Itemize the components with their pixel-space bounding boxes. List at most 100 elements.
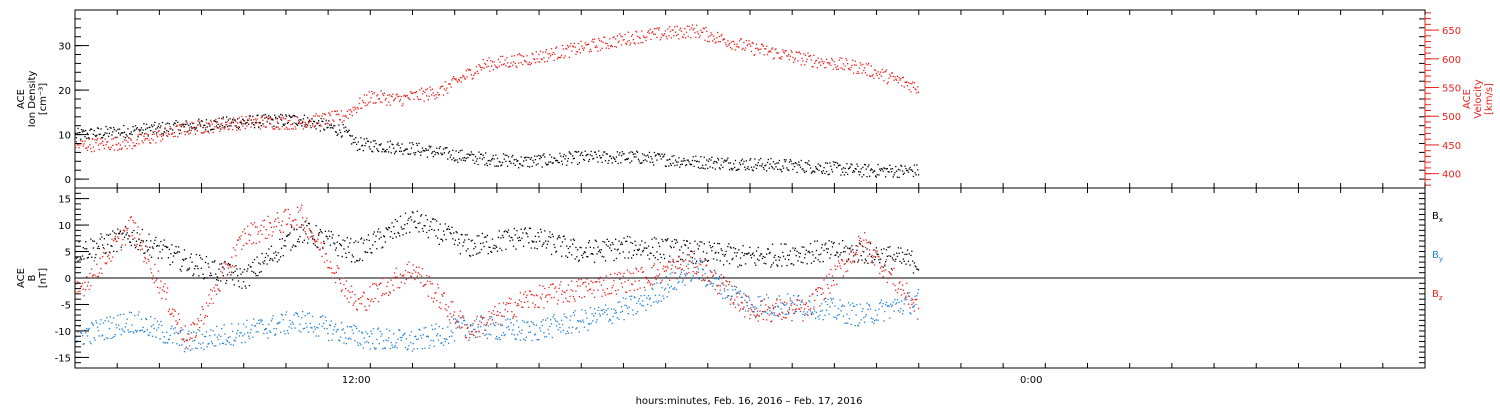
data-point bbox=[108, 148, 111, 150]
data-point bbox=[274, 257, 276, 259]
data-point bbox=[210, 272, 212, 274]
data-point bbox=[112, 230, 114, 232]
data-point bbox=[667, 159, 669, 161]
data-point bbox=[270, 226, 273, 228]
data-point bbox=[241, 115, 243, 118]
data-point bbox=[280, 256, 282, 258]
data-point bbox=[167, 338, 170, 341]
data-point bbox=[568, 301, 570, 303]
data-point bbox=[642, 153, 644, 155]
data-point bbox=[357, 108, 359, 110]
data-point bbox=[177, 251, 179, 253]
data-point bbox=[851, 245, 853, 247]
data-point bbox=[194, 323, 196, 326]
data-point bbox=[804, 64, 806, 66]
data-point bbox=[235, 255, 237, 257]
data-point bbox=[582, 252, 585, 255]
data-point bbox=[610, 249, 613, 252]
data-point bbox=[215, 120, 217, 123]
data-point bbox=[569, 45, 571, 47]
data-point bbox=[873, 255, 875, 258]
data-point bbox=[188, 339, 191, 341]
data-point bbox=[174, 327, 176, 329]
data-point bbox=[670, 164, 672, 166]
data-point bbox=[372, 301, 375, 303]
data-point bbox=[435, 94, 437, 96]
data-point bbox=[811, 311, 813, 313]
data-point bbox=[469, 333, 471, 335]
series-2-3 bbox=[75, 204, 920, 350]
data-point bbox=[431, 151, 434, 153]
data-point bbox=[247, 225, 249, 227]
data-point bbox=[123, 230, 126, 232]
data-point bbox=[414, 91, 416, 94]
data-point bbox=[231, 264, 234, 267]
data-point bbox=[376, 248, 378, 250]
data-point bbox=[570, 42, 572, 45]
data-point bbox=[296, 206, 299, 208]
data-point bbox=[507, 156, 510, 158]
data-point bbox=[825, 309, 828, 311]
data-point bbox=[480, 242, 482, 245]
data-point bbox=[446, 147, 448, 149]
data-point bbox=[292, 114, 294, 117]
data-point bbox=[749, 299, 751, 301]
data-point bbox=[215, 284, 217, 286]
data-point bbox=[643, 36, 645, 38]
data-point bbox=[600, 156, 602, 159]
data-point bbox=[773, 57, 775, 59]
data-point bbox=[506, 57, 508, 59]
data-point bbox=[665, 240, 667, 242]
data-point bbox=[237, 280, 240, 282]
data-point bbox=[609, 155, 611, 158]
data-point bbox=[318, 249, 321, 251]
data-point bbox=[324, 253, 327, 255]
data-point bbox=[762, 255, 764, 258]
data-point bbox=[395, 342, 397, 344]
data-point bbox=[345, 252, 347, 254]
data-point bbox=[464, 334, 467, 336]
data-point bbox=[328, 230, 330, 232]
data-point bbox=[589, 48, 591, 51]
data-point bbox=[278, 115, 280, 117]
data-point bbox=[511, 236, 513, 239]
data-point bbox=[701, 274, 704, 276]
data-point bbox=[335, 247, 337, 249]
data-point bbox=[856, 72, 858, 75]
data-point bbox=[735, 255, 737, 257]
data-point bbox=[297, 315, 300, 318]
data-point bbox=[99, 238, 101, 240]
data-point bbox=[680, 269, 683, 271]
data-point bbox=[181, 338, 183, 340]
data-point bbox=[75, 132, 77, 134]
data-point bbox=[478, 331, 480, 333]
data-point bbox=[796, 250, 798, 252]
data-point bbox=[121, 244, 123, 246]
data-point bbox=[393, 289, 395, 291]
data-point bbox=[717, 277, 719, 279]
data-point bbox=[464, 234, 467, 236]
data-point bbox=[832, 68, 834, 70]
data-point bbox=[578, 296, 580, 298]
data-point bbox=[739, 310, 741, 312]
data-point bbox=[286, 122, 289, 124]
data-point bbox=[361, 295, 364, 297]
data-point bbox=[710, 281, 712, 283]
data-point bbox=[368, 146, 370, 148]
data-point bbox=[781, 311, 783, 313]
data-point bbox=[711, 271, 713, 273]
data-point bbox=[265, 328, 267, 330]
data-point bbox=[680, 160, 683, 162]
data-point bbox=[126, 135, 128, 137]
data-point bbox=[761, 311, 764, 313]
data-point bbox=[323, 129, 326, 131]
data-point bbox=[377, 231, 379, 233]
data-point bbox=[709, 35, 711, 37]
data-point bbox=[292, 128, 294, 130]
data-point bbox=[504, 309, 506, 311]
data-point bbox=[728, 168, 731, 171]
data-point bbox=[526, 294, 528, 296]
data-point bbox=[696, 277, 699, 279]
data-point bbox=[534, 235, 537, 237]
